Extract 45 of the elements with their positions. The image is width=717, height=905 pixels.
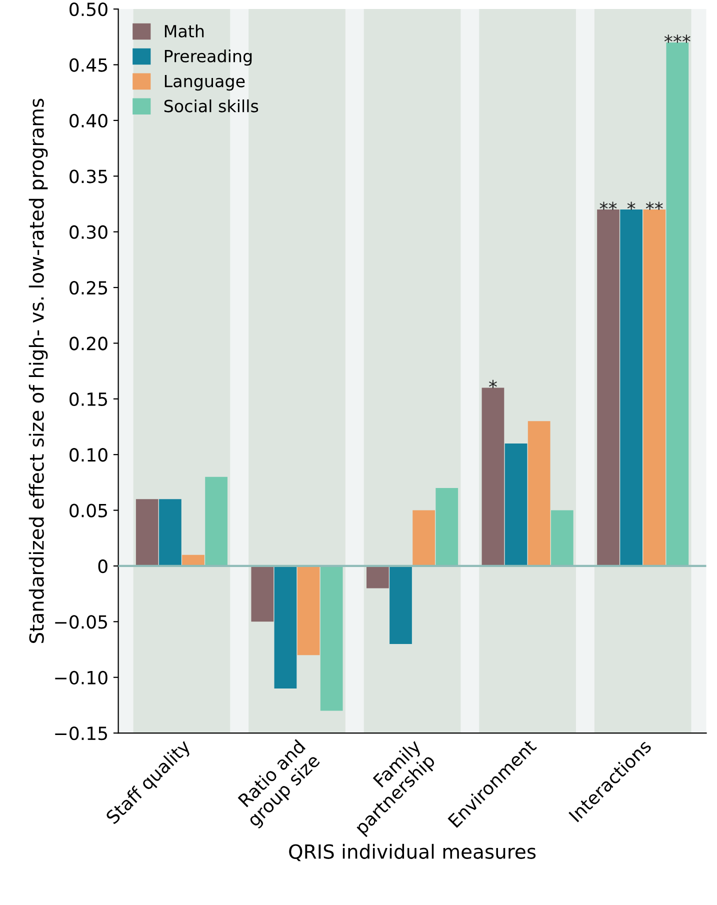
legend-label: Prereading <box>164 50 252 66</box>
bar <box>366 566 389 588</box>
bar <box>390 566 412 644</box>
legend-label: Social skills <box>164 99 258 112</box>
y-tick-label: 0 <box>98 559 108 574</box>
annotation: * <box>489 380 497 388</box>
annotation: * <box>627 202 636 210</box>
bar <box>666 42 689 566</box>
x-axis-title: QRIS individual measures <box>289 844 536 862</box>
legend-label: Math <box>164 24 204 38</box>
annotation: *** <box>664 34 690 43</box>
bar <box>528 421 550 566</box>
annotation: ** <box>646 202 663 210</box>
y-tick-label: 0.15 <box>70 392 108 406</box>
legend-label: Language <box>164 75 245 91</box>
bar <box>504 443 528 566</box>
bar <box>643 210 666 566</box>
y-tick-label: 0.20 <box>70 336 108 350</box>
bar <box>597 210 620 566</box>
y-tick-label: 0.05 <box>70 504 108 518</box>
annotation: ** <box>600 202 617 210</box>
bar <box>482 388 504 566</box>
bar <box>320 566 343 711</box>
y-tick-label: −0.05 <box>55 615 108 629</box>
bar <box>136 499 158 566</box>
bar <box>274 566 297 688</box>
bar <box>159 499 182 566</box>
bar <box>205 476 228 566</box>
bar <box>297 566 320 656</box>
bar <box>251 566 274 622</box>
bar <box>550 510 574 566</box>
y-tick-label: −0.10 <box>55 670 108 684</box>
y-tick-label: 0.45 <box>70 58 108 72</box>
y-tick-label: −0.15 <box>55 726 108 740</box>
y-tick-label: 0.30 <box>70 225 108 239</box>
y-tick-label: 0.40 <box>70 114 108 128</box>
y-tick-label: 0.10 <box>70 448 108 462</box>
y-tick-label: 0.50 <box>70 2 108 16</box>
y-tick-label: 0.35 <box>70 170 108 184</box>
bar <box>412 510 435 566</box>
bar <box>182 554 204 566</box>
bar <box>436 488 458 566</box>
bar <box>620 210 642 566</box>
y-axis-title: Standardized effect size of high- vs. low-rated programs <box>28 98 48 643</box>
y-tick-label: 0.25 <box>70 280 108 295</box>
